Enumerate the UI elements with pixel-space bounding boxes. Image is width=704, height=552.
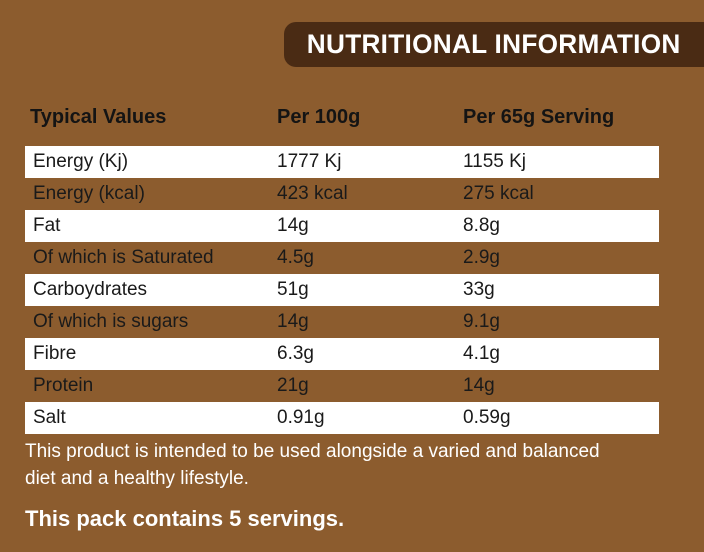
per-100g-value: 51g xyxy=(277,279,309,300)
per-100g-value: 0.91g xyxy=(277,407,325,428)
per-serving-value: 2.9g xyxy=(463,247,500,268)
nutrition-table: Energy (Kj) 1777 Kj 1155 Kj Energy (kcal… xyxy=(25,146,659,434)
nutrient-name: Energy (Kj) xyxy=(33,151,129,172)
servings-text: This pack contains 5 servings. xyxy=(25,506,345,531)
nutrient-name: Carboydrates xyxy=(33,279,148,300)
nutrient-name: Salt xyxy=(33,407,66,428)
per-100g-value: 1777 Kj xyxy=(277,151,342,172)
nutrient-name: Of which is Saturated xyxy=(33,247,214,268)
per-100g-value: 4.5g xyxy=(277,247,314,268)
per-serving-value: 14g xyxy=(463,375,495,396)
column-header-per-100g: Per 100g xyxy=(277,106,361,128)
per-100g-value: 14g xyxy=(277,215,309,236)
column-header-per-65g-serving: Per 65g Serving xyxy=(463,106,615,128)
table-row-fibre: Fibre 6.3g 4.1g xyxy=(25,338,659,370)
nutrient-name: Fibre xyxy=(33,343,77,364)
per-serving-value: 275 kcal xyxy=(463,183,534,204)
table-row-protein: Protein 21g 14g xyxy=(25,370,659,402)
per-100g-value: 6.3g xyxy=(277,343,314,364)
title-banner: NUTRITIONAL INFORMATION xyxy=(284,22,704,67)
table-row-energy-kcal: Energy (kcal) 423 kcal 275 kcal xyxy=(25,178,659,210)
page-title: NUTRITIONAL INFORMATION xyxy=(307,29,681,59)
nutrient-name: Fat xyxy=(33,215,61,236)
per-serving-value: 4.1g xyxy=(463,343,500,364)
table-row-energy-kj: Energy (Kj) 1777 Kj 1155 Kj xyxy=(25,146,659,178)
nutrient-name: Of which is sugars xyxy=(33,311,189,332)
table-row-carbohydrates: Carboydrates 51g 33g xyxy=(25,274,659,306)
per-serving-value: 1155 Kj xyxy=(463,151,527,172)
per-serving-value: 8.8g xyxy=(463,215,500,236)
table-header-row: Typical Values Per 100g Per 65g Serving xyxy=(25,106,665,129)
table-row-fat: Fat 14g 8.8g xyxy=(25,210,659,242)
per-100g-value: 21g xyxy=(277,375,309,396)
nutrient-name: Energy (kcal) xyxy=(33,183,145,204)
per-100g-value: 423 kcal xyxy=(277,183,348,204)
table-row-saturated: Of which is Saturated 4.5g 2.9g xyxy=(25,242,659,274)
table-row-salt: Salt 0.91g 0.59g xyxy=(25,402,659,434)
per-serving-value: 9.1g xyxy=(463,311,500,332)
table-row-sugars: Of which is sugars 14g 9.1g xyxy=(25,306,659,338)
disclaimer-text: This product is intended to be used alon… xyxy=(25,441,600,489)
column-header-typical-values: Typical Values xyxy=(30,106,167,128)
per-serving-value: 0.59g xyxy=(463,407,511,428)
nutrient-name: Protein xyxy=(33,375,94,396)
per-100g-value: 14g xyxy=(277,311,309,332)
per-serving-value: 33g xyxy=(463,279,495,300)
